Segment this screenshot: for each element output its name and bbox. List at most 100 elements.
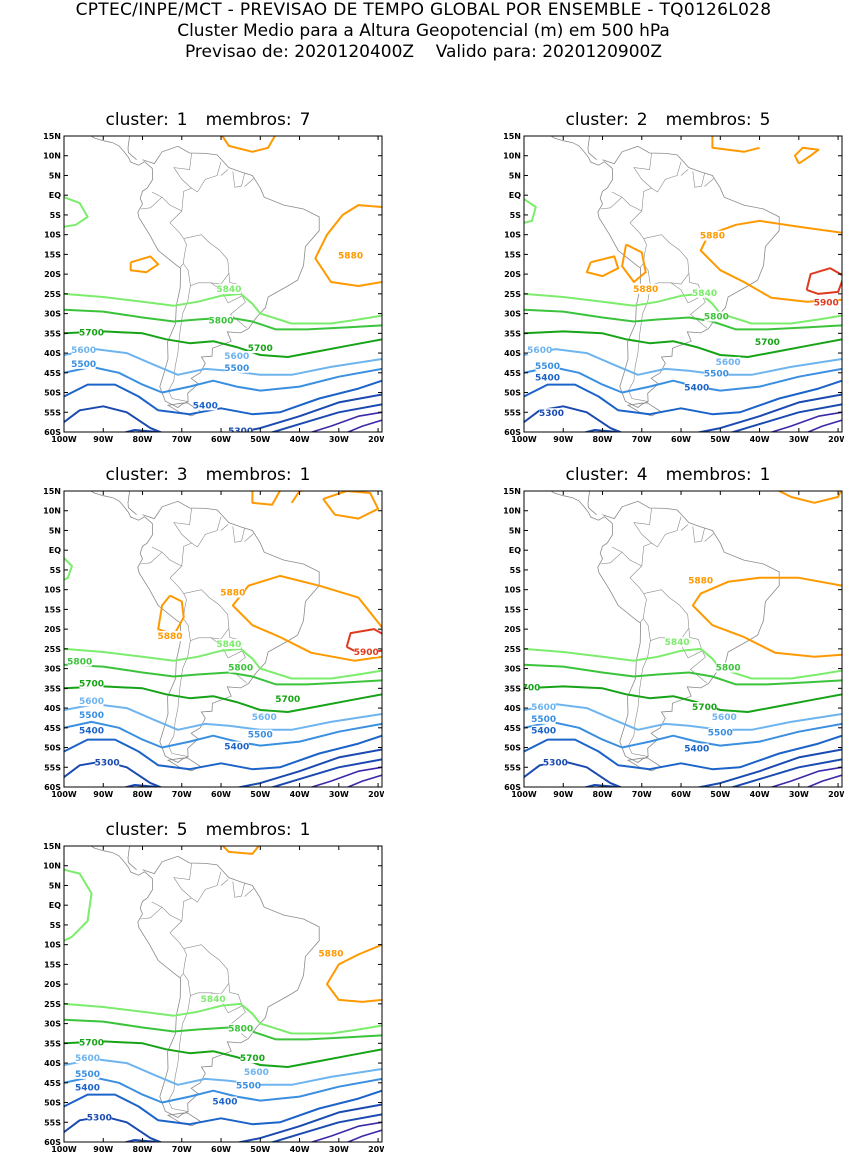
lon-tick-label: 90W: [93, 435, 113, 444]
lat-tick-label: 55S: [44, 1118, 61, 1127]
members-label: membros:: [665, 465, 752, 485]
contour-label: 5300: [87, 1113, 112, 1123]
lon-tick-label: 30W: [329, 790, 349, 799]
lat-tick-label: 25S: [44, 645, 61, 654]
contour-5700: [64, 330, 382, 358]
contour-5880: [290, 491, 310, 504]
contour-label: 5500: [71, 360, 96, 370]
lat-tick-label: 25S: [44, 290, 61, 299]
lat-tick-label: 15N: [503, 487, 521, 496]
lat-tick-label: 20S: [44, 625, 61, 634]
contour-label: 5800: [228, 1024, 253, 1034]
lon-tick-label: 20W: [368, 790, 384, 799]
lat-tick-label: 15N: [43, 487, 61, 496]
lon-tick-label: 20W: [828, 435, 844, 444]
contour-5600: [524, 348, 842, 376]
contour-5600: [64, 1058, 382, 1086]
contour-5840: [64, 557, 73, 581]
lon-tick-label: 90W: [93, 790, 113, 799]
cluster-number: 1: [176, 110, 188, 130]
lon-tick-label: 60W: [211, 790, 231, 799]
lon-tick-label: 90W: [553, 790, 573, 799]
header-line-3: Previsao de: 2020120400Z Valido para: 20…: [0, 42, 847, 62]
contour-label: 5400: [75, 1084, 100, 1094]
contour-5400: [64, 1089, 382, 1126]
lat-tick-label: 20S: [44, 980, 61, 989]
lat-tick-label: 40S: [44, 704, 61, 713]
contour-low: [309, 1121, 382, 1142]
contour-label: 5700: [275, 695, 300, 705]
lat-tick-label: 30S: [44, 1020, 61, 1029]
contour-5300: [269, 1113, 382, 1142]
members-label: membros:: [665, 110, 752, 130]
lon-tick-label: 50W: [710, 435, 730, 444]
header-line-1: CPTEC/INPE/MCT - PREVISAO DE TEMPO GLOBA…: [75, 0, 772, 20]
contour-5880: [793, 146, 820, 165]
contour-5300: [582, 429, 623, 432]
lon-tick-label: 70W: [632, 435, 652, 444]
contour-label: 5800: [704, 313, 729, 323]
contour-label: 5500: [531, 715, 556, 725]
lat-tick-label: 55S: [44, 763, 61, 772]
contour-5840: [64, 1002, 382, 1035]
lat-tick-label: 40S: [504, 349, 521, 358]
contour-label: 5400: [531, 727, 556, 737]
contour-label: 5900: [354, 648, 379, 658]
lat-tick-label: EQ: [509, 546, 521, 555]
lon-tick-label: 50W: [250, 435, 270, 444]
contour-label: 5300: [228, 427, 253, 437]
cluster-number: 2: [636, 110, 648, 130]
cluster-label: cluster:: [105, 465, 169, 485]
contour-5300: [269, 758, 382, 787]
lat-tick-label: 25S: [504, 645, 521, 654]
contour-5300: [122, 1139, 163, 1142]
lat-tick-label: 5N: [49, 171, 61, 180]
lat-tick-label: 40S: [44, 349, 61, 358]
contour-label: 5880: [633, 285, 658, 295]
contour-low: [309, 411, 382, 432]
contour-label: 5600: [244, 1068, 269, 1078]
lon-tick-label: 70W: [172, 790, 192, 799]
members-count: 5: [759, 110, 771, 130]
lat-tick-label: 45S: [44, 1079, 61, 1088]
lat-tick-label: 5S: [50, 211, 62, 220]
lat-tick-label: 45S: [44, 724, 61, 733]
cluster-label: cluster:: [565, 465, 629, 485]
lon-tick-label: 30W: [789, 435, 809, 444]
lat-tick-label: 35S: [504, 684, 521, 693]
lat-tick-label: 10N: [503, 152, 521, 161]
contour-label: 5840: [216, 640, 241, 650]
lon-tick-label: 50W: [710, 790, 730, 799]
lon-tick-label: 40W: [750, 435, 770, 444]
panel-title: cluster: 3 membros: 1: [28, 465, 388, 485]
contour-label: 5500: [248, 731, 273, 741]
lon-tick-label: 30W: [329, 435, 349, 444]
lat-tick-label: EQ: [49, 546, 61, 555]
lat-tick-label: 15S: [44, 250, 61, 259]
contour-low: [346, 419, 382, 432]
lat-tick-label: 10S: [504, 586, 521, 595]
lon-tick-label: 100W: [511, 790, 537, 799]
lat-tick-label: 10N: [43, 152, 61, 161]
lon-tick-label: 40W: [290, 435, 310, 444]
contour-5880: [691, 576, 842, 658]
contour-5700: [524, 330, 842, 358]
contour-label: 5800: [67, 658, 92, 668]
contour-label: 5300: [543, 758, 568, 768]
contour-5300: [122, 429, 163, 432]
contour-label: 5840: [201, 995, 226, 1005]
contour-5500: [64, 1075, 382, 1104]
lat-tick-label: 5N: [509, 526, 521, 535]
lat-tick-label: 50S: [44, 1099, 61, 1108]
contour-5300: [729, 758, 842, 787]
lat-tick-label: 50S: [504, 389, 521, 398]
contour-5840: [64, 868, 93, 942]
contour-5300: [695, 393, 842, 432]
contour-5700: [64, 685, 382, 713]
lon-tick-label: 80W: [133, 1145, 153, 1154]
contour-5800: [524, 308, 842, 331]
contour-5880: [711, 136, 760, 153]
lat-tick-label: 50S: [44, 389, 61, 398]
contour-label: 5400: [224, 743, 249, 753]
lon-tick-label: 100W: [51, 435, 77, 444]
